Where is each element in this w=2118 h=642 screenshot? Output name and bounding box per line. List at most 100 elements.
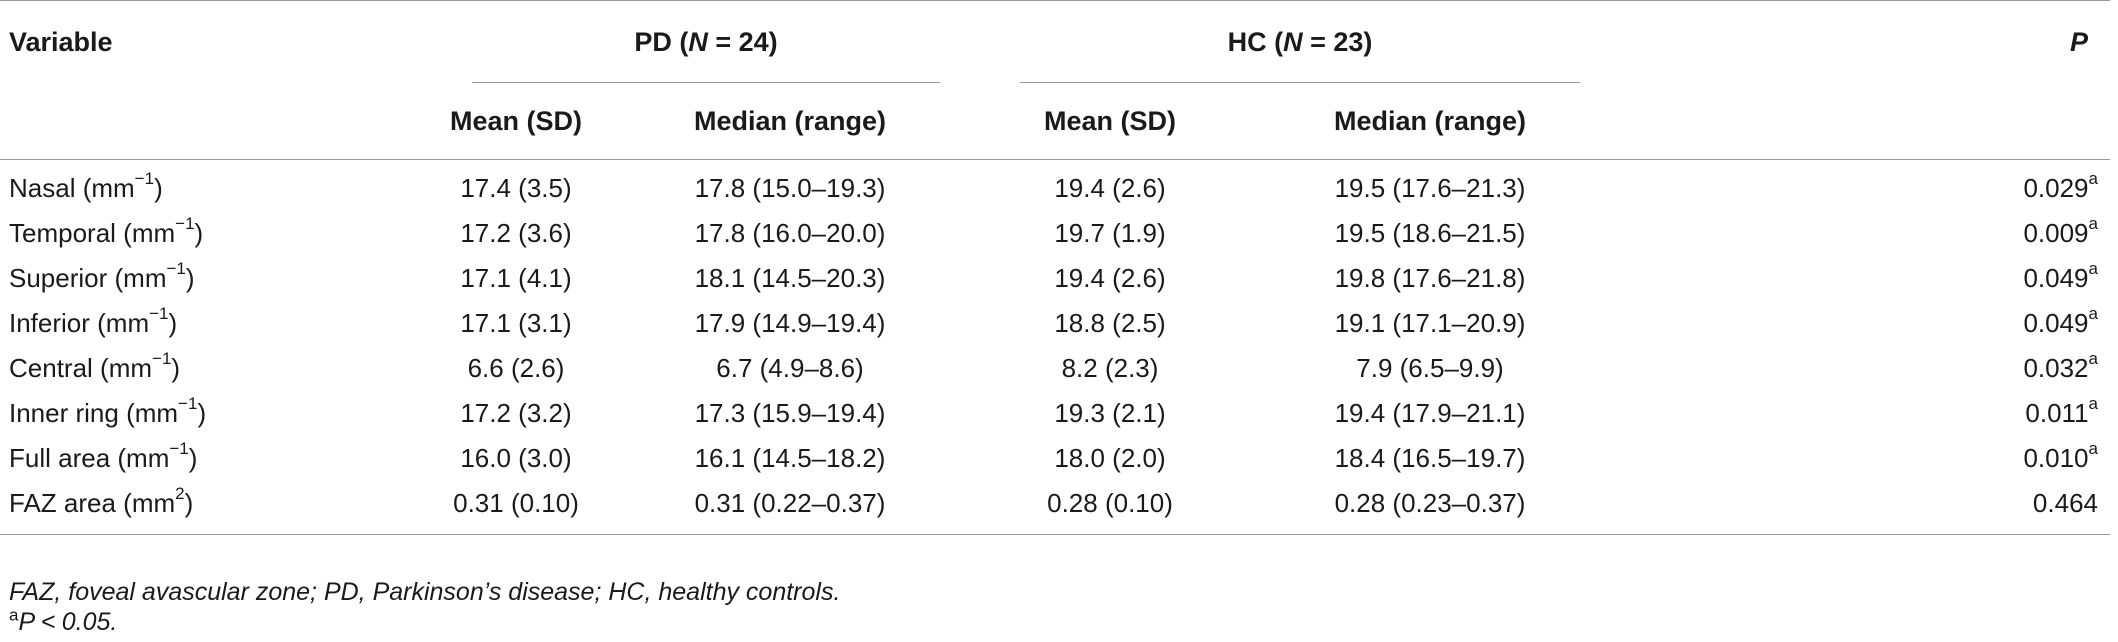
cell-hc-median: 0.28 (0.23–0.37) (1240, 481, 1620, 535)
footnote-sup: a (9, 605, 19, 625)
footnote-operator: < (41, 608, 56, 636)
variable-unit-exponent: −1 (175, 214, 195, 234)
cell-variable: FAZ area (mm2) (0, 481, 432, 535)
p-value: 0.010 (2023, 443, 2089, 473)
cell-variable: Nasal (mm−1) (0, 160, 432, 212)
header-variable: Variable (0, 0, 432, 83)
variable-label-end: ) (194, 218, 204, 248)
cell-hc-median: 19.1 (17.1–20.9) (1334, 308, 1526, 338)
cell-pd-median: 0.31 (0.22–0.37) (600, 481, 980, 535)
variable-unit-exponent: −1 (149, 304, 169, 324)
cell-pd-mean: 6.6 (2.6) (467, 353, 565, 383)
variable-label-end: ) (185, 263, 195, 293)
cell-variable: Inferior (mm−1) (0, 301, 432, 346)
cell-pd-mean: 17.1 (4.1) (460, 263, 572, 293)
cell-hc-mean: 19.7 (1.9) (1054, 218, 1166, 248)
cell-hc-mean: 19.4 (2.6) (1054, 173, 1166, 203)
pd-group-n-value: = 24 (707, 26, 769, 57)
cell-hc-mean: 8.2 (2.3) (1061, 353, 1159, 383)
cell-hc-median: 19.4 (17.9–21.1) (1334, 398, 1526, 428)
cell-hc-median: 7.9 (6.5–9.9) (1356, 353, 1504, 383)
variable-label-end: ) (188, 443, 198, 473)
cell-p-value: 0.464 (1620, 481, 2110, 535)
table-header: Variable PD (N = 24) HC (N = 23) P Mean … (0, 0, 2110, 160)
cell-variable: Temporal (mm−1) (0, 211, 432, 256)
cell-pd-mean: 17.4 (3.5) (460, 173, 572, 203)
cell-hc-mean: 19.4 (2.6) (1054, 263, 1166, 293)
hc-group-n-label: N (1283, 26, 1303, 57)
cell-hc-mean: 18.0 (2.0) (1054, 443, 1166, 473)
cell-p-value: 0.010a (1620, 436, 2110, 481)
variable-unit-exponent: 2 (175, 484, 185, 504)
cell-pd-mean: 17.1 (3.1) (460, 308, 572, 338)
variable-unit-exponent: −1 (134, 169, 155, 189)
cell-p-value: 0.009a (1620, 211, 2110, 256)
cell-variable: Inner ring (mm−1) (0, 391, 432, 436)
cell-variable: Central (mm−1) (0, 346, 432, 391)
cell-hc-median: 19.8 (17.6–21.8) (1334, 263, 1526, 293)
header-pd-mean: Mean (SD) (432, 83, 600, 160)
hc-group-prefix: HC ( (1227, 26, 1284, 57)
p-value: 0.009 (2023, 218, 2089, 248)
variable-label-end: ) (184, 488, 194, 518)
header-hc-group: HC (N = 23) (980, 0, 1620, 83)
results-table: Variable PD (N = 24) HC (N = 23) P Mean … (0, 0, 2110, 535)
cell-variable: Superior (mm−1) (0, 256, 432, 301)
header-pd-median: Median (range) (600, 83, 980, 160)
cell-pd-median: 17.8 (16.0–20.0) (694, 218, 886, 248)
cell-p-value: 0.032a (1620, 346, 2110, 391)
variable-label: Full area (mm (9, 443, 170, 473)
header-p-blank (1620, 83, 2110, 160)
cell-hc-median: 19.5 (17.6–21.3) (1334, 173, 1526, 203)
cell-hc-mean: 19.3 (2.1) (1054, 398, 1166, 428)
hc-group-n-value: = 23 (1302, 26, 1364, 57)
variable-unit-exponent: −1 (166, 259, 186, 279)
pd-group-underline (472, 82, 940, 83)
cell-pd-median: 17.8 (15.0–19.3) (694, 173, 886, 203)
cell-hc-mean: 18.8 (2.5) (1054, 308, 1166, 338)
cell-p-value: 0.029a (1620, 160, 2110, 212)
header-row-groups: Variable PD (N = 24) HC (N = 23) P (0, 0, 2110, 83)
cell-pd-median: 17.9 (14.9–19.4) (694, 308, 886, 338)
table-row: Inferior (mm−1) 17.1 (3.1) 17.9 (14.9–19.4… (0, 301, 2110, 346)
footnote-p-symbol: P (18, 608, 36, 636)
cell-pd-median: 18.1 (14.5–20.3) (694, 263, 886, 293)
table-row: Superior (mm−1) 17.1 (4.1) 18.1 (14.5–20.3… (0, 256, 2110, 301)
variable-label: Inner ring (mm (9, 398, 179, 428)
header-row-stats: Mean (SD) Median (range) Mean (SD) Media… (0, 83, 2110, 160)
cell-variable: Full area (mm−1) (0, 436, 432, 481)
table-row: Full area (mm−1) 16.0 (3.0) 16.1 (14.5–18.… (0, 436, 2110, 481)
hc-group-underline (1020, 82, 1580, 83)
table-row: Nasal (mm−1) 17.4 (3.5) 17.8 (15.0–19.3) 19… (0, 160, 2110, 212)
variable-label-end: ) (197, 398, 207, 428)
cell-pd-mean: 0.31 (0.10) (432, 481, 600, 535)
cell-pd-median: 17.3 (15.9–19.4) (694, 398, 886, 428)
p-value: 0.032 (2023, 353, 2089, 383)
footnote-significance: aP <0.05. (9, 605, 118, 637)
variable-unit-exponent: −1 (152, 349, 172, 369)
header-blank (0, 83, 432, 160)
p-significance-marker: a (2088, 394, 2098, 414)
pd-group-prefix: PD ( (634, 26, 689, 57)
variable-unit-exponent: −1 (169, 439, 189, 459)
cell-pd-mean: 17.2 (3.6) (460, 218, 572, 248)
p-significance-marker: a (2088, 439, 2098, 459)
variable-label-end: ) (171, 353, 181, 383)
variable-label: FAZ area (mm (9, 488, 176, 518)
header-pd-group: PD (N = 24) (432, 0, 980, 83)
cell-pd-mean: 17.2 (3.2) (460, 398, 572, 428)
table-row: Inner ring (mm−1) 17.2 (3.2) 17.3 (15.9–19… (0, 391, 2110, 436)
cell-pd-mean: 16.0 (3.0) (460, 443, 572, 473)
p-significance-marker: a (2088, 304, 2098, 324)
table-body: Nasal (mm−1) 17.4 (3.5) 17.8 (15.0–19.3) 19… (0, 160, 2110, 535)
footnote-value: 0.05. (61, 608, 118, 636)
header-hc-median: Median (range) (1240, 83, 1620, 160)
pd-group-suffix: ) (768, 26, 778, 57)
p-value: 0.011 (2025, 398, 2089, 428)
header-hc-mean: Mean (SD) (980, 83, 1240, 160)
cell-hc-median: 19.5 (18.6–21.5) (1334, 218, 1526, 248)
variable-label: Central (mm (9, 353, 153, 383)
hc-group-suffix: ) (1363, 26, 1373, 57)
pd-group-n-label: N (688, 26, 708, 57)
